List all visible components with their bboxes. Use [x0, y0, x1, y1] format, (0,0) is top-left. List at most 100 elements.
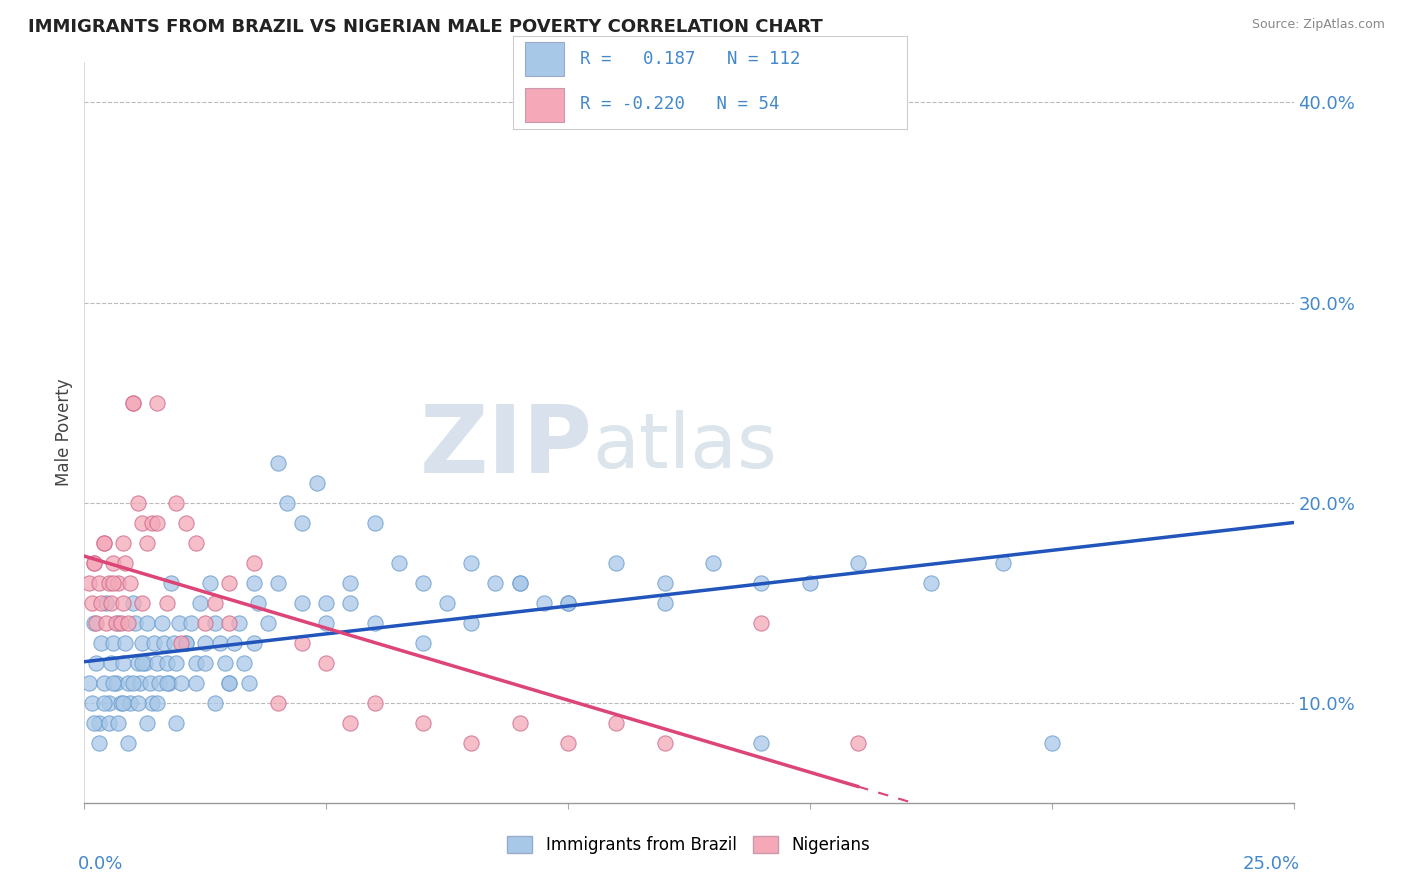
Point — [114, 636, 136, 650]
Point — [204, 596, 226, 610]
Point — [194, 636, 217, 650]
Text: IMMIGRANTS FROM BRAZIL VS NIGERIAN MALE POVERTY CORRELATION CHART: IMMIGRANTS FROM BRAZIL VS NIGERIAN MALE … — [28, 18, 823, 36]
Point — [93, 535, 115, 549]
Point — [305, 475, 328, 490]
Text: R = -0.220   N = 54: R = -0.220 N = 54 — [581, 95, 779, 113]
Point — [114, 556, 136, 570]
Point — [238, 675, 260, 690]
Point — [180, 615, 202, 630]
Point — [121, 395, 143, 409]
Point — [146, 395, 169, 409]
Point — [124, 615, 146, 630]
Point — [112, 596, 135, 610]
Point — [920, 575, 942, 590]
Point — [127, 496, 149, 510]
Point — [117, 736, 139, 750]
Point — [127, 696, 149, 710]
Point — [214, 656, 236, 670]
Point — [339, 715, 361, 730]
Point — [533, 596, 555, 610]
Point — [103, 675, 125, 690]
Point — [103, 575, 125, 590]
Point — [155, 675, 177, 690]
Point — [104, 675, 127, 690]
Point — [247, 596, 270, 610]
Point — [412, 575, 434, 590]
Point — [184, 535, 207, 549]
Point — [315, 615, 337, 630]
Point — [103, 556, 125, 570]
Point — [100, 656, 122, 670]
Point — [242, 556, 264, 570]
Point — [267, 696, 290, 710]
Point — [291, 516, 314, 530]
Point — [163, 636, 186, 650]
Point — [112, 696, 135, 710]
Point — [138, 675, 160, 690]
Point — [184, 675, 207, 690]
Point — [93, 696, 115, 710]
Point — [509, 715, 531, 730]
Point — [846, 736, 869, 750]
Point — [97, 696, 120, 710]
Point — [993, 556, 1015, 570]
Point — [460, 615, 482, 630]
Legend: Immigrants from Brazil, Nigerians: Immigrants from Brazil, Nigerians — [501, 830, 877, 861]
Point — [751, 615, 773, 630]
Point — [131, 516, 153, 530]
Point — [86, 656, 108, 670]
Point — [751, 575, 773, 590]
Point — [121, 395, 143, 409]
Point — [80, 696, 103, 710]
Point — [131, 656, 153, 670]
Point — [127, 656, 149, 670]
Point — [90, 596, 112, 610]
Point — [170, 636, 193, 650]
Text: R =   0.187   N = 112: R = 0.187 N = 112 — [581, 50, 800, 68]
Point — [460, 736, 482, 750]
Point — [97, 715, 120, 730]
Point — [363, 696, 385, 710]
Point — [233, 656, 256, 670]
Point — [94, 615, 117, 630]
Point — [218, 615, 240, 630]
Point — [134, 656, 156, 670]
Point — [165, 496, 187, 510]
Point — [1040, 736, 1063, 750]
Point — [339, 575, 361, 590]
Bar — [524, 42, 564, 76]
Text: 0.0%: 0.0% — [79, 855, 124, 872]
Point — [107, 615, 129, 630]
Point — [257, 615, 280, 630]
Point — [131, 636, 153, 650]
Point — [194, 656, 217, 670]
Text: atlas: atlas — [592, 410, 778, 484]
Point — [184, 656, 207, 670]
Point — [83, 715, 105, 730]
Point — [605, 556, 627, 570]
Point — [94, 596, 117, 610]
Point — [198, 575, 221, 590]
Point — [224, 636, 246, 650]
Point — [129, 675, 152, 690]
Point — [218, 675, 240, 690]
Point — [120, 696, 142, 710]
Point — [153, 636, 176, 650]
Point — [97, 575, 120, 590]
Point — [100, 596, 122, 610]
Point — [363, 516, 385, 530]
Point — [799, 575, 821, 590]
Point — [77, 675, 100, 690]
Point — [436, 596, 458, 610]
Point — [484, 575, 506, 590]
Point — [315, 596, 337, 610]
Point — [93, 535, 115, 549]
Point — [460, 556, 482, 570]
Point — [93, 675, 115, 690]
Point — [136, 715, 159, 730]
Point — [80, 596, 103, 610]
Point — [150, 615, 173, 630]
Point — [83, 556, 105, 570]
Point — [846, 556, 869, 570]
Point — [107, 575, 129, 590]
